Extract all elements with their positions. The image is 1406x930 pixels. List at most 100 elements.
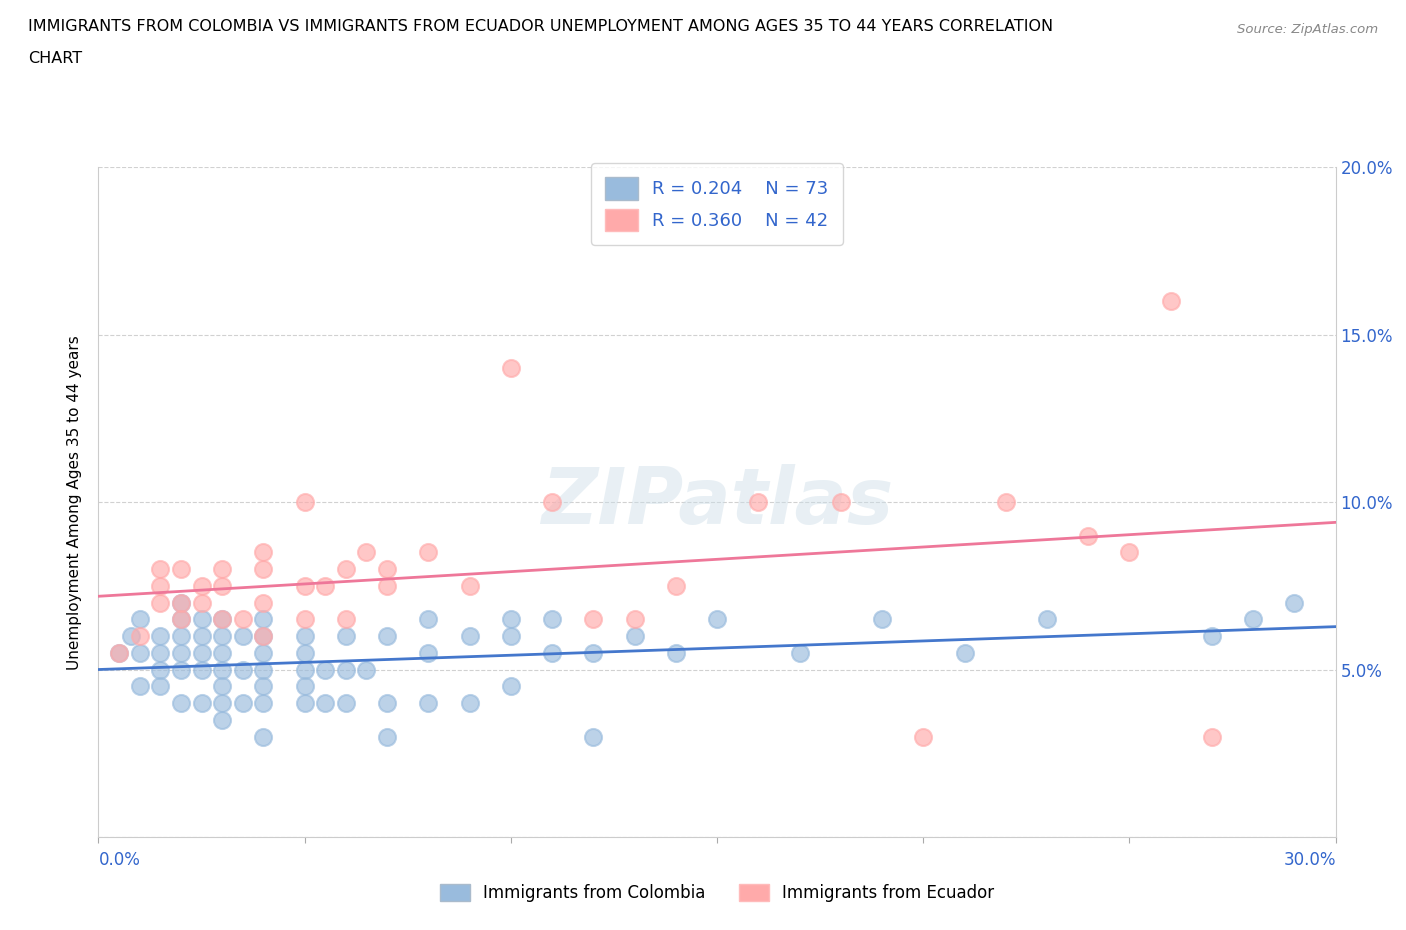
Point (294, 495, 316, 510)
Point (170, 612, 193, 627)
Point (294, 629, 316, 644)
Point (170, 595, 193, 610)
Point (375, 629, 398, 644)
Point (211, 645, 233, 660)
Point (912, 729, 935, 744)
Point (582, 612, 605, 627)
Point (211, 629, 233, 644)
Point (830, 495, 852, 510)
Point (314, 696, 336, 711)
Point (1118, 545, 1140, 560)
Point (541, 645, 564, 660)
Point (190, 662, 212, 677)
Point (541, 495, 564, 510)
Point (170, 696, 193, 711)
Y-axis label: Unemployment Among Ages 35 to 44 years: Unemployment Among Ages 35 to 44 years (67, 335, 83, 670)
Text: ZIPatlas: ZIPatlas (541, 464, 893, 540)
Point (870, 612, 893, 627)
Point (190, 696, 212, 711)
Point (356, 545, 378, 560)
Point (128, 629, 150, 644)
Point (1160, 294, 1182, 309)
Point (190, 595, 212, 610)
Point (665, 578, 688, 593)
Point (211, 578, 233, 593)
Point (375, 729, 398, 744)
Point (335, 696, 357, 711)
Point (335, 629, 357, 644)
Point (120, 629, 142, 644)
Point (294, 612, 316, 627)
Point (128, 645, 150, 660)
Point (170, 595, 193, 610)
Point (499, 629, 522, 644)
Point (252, 562, 274, 577)
Point (1036, 612, 1059, 627)
Point (1201, 729, 1223, 744)
Point (294, 696, 316, 711)
Point (499, 679, 522, 694)
Point (149, 679, 172, 694)
Point (252, 595, 274, 610)
Point (252, 729, 274, 744)
Point (211, 562, 233, 577)
Point (1241, 612, 1264, 627)
Point (623, 612, 645, 627)
Point (294, 679, 316, 694)
Point (1077, 528, 1099, 543)
Point (170, 662, 193, 677)
Point (211, 612, 233, 627)
Point (294, 645, 316, 660)
Point (252, 679, 274, 694)
Point (190, 612, 212, 627)
Point (314, 578, 336, 593)
Point (706, 612, 728, 627)
Point (190, 645, 212, 660)
Point (149, 578, 172, 593)
Point (252, 545, 274, 560)
Point (458, 578, 481, 593)
Point (582, 729, 605, 744)
Point (541, 612, 564, 627)
Point (335, 562, 357, 577)
Point (252, 612, 274, 627)
Text: IMMIGRANTS FROM COLOMBIA VS IMMIGRANTS FROM ECUADOR UNEMPLOYMENT AMONG AGES 35 T: IMMIGRANTS FROM COLOMBIA VS IMMIGRANTS F… (28, 19, 1053, 33)
Point (458, 696, 481, 711)
Point (252, 645, 274, 660)
Point (335, 612, 357, 627)
Point (375, 696, 398, 711)
Point (149, 645, 172, 660)
Point (211, 612, 233, 627)
Point (294, 578, 316, 593)
Point (232, 629, 254, 644)
Point (190, 578, 212, 593)
Point (232, 662, 254, 677)
Point (1201, 629, 1223, 644)
Point (623, 629, 645, 644)
Text: 0.0%: 0.0% (98, 851, 141, 869)
Point (128, 679, 150, 694)
Text: 30.0%: 30.0% (1284, 851, 1336, 869)
Point (789, 645, 811, 660)
Point (375, 578, 398, 593)
Point (149, 662, 172, 677)
Point (953, 645, 976, 660)
Point (149, 629, 172, 644)
Point (108, 645, 131, 660)
Point (335, 662, 357, 677)
Point (314, 662, 336, 677)
Point (128, 612, 150, 627)
Point (170, 562, 193, 577)
Point (149, 562, 172, 577)
Point (170, 629, 193, 644)
Point (232, 612, 254, 627)
Point (458, 629, 481, 644)
Point (418, 645, 440, 660)
Point (108, 645, 131, 660)
Point (582, 645, 605, 660)
Point (356, 662, 378, 677)
Point (170, 645, 193, 660)
Point (252, 629, 274, 644)
Point (418, 696, 440, 711)
Point (211, 679, 233, 694)
